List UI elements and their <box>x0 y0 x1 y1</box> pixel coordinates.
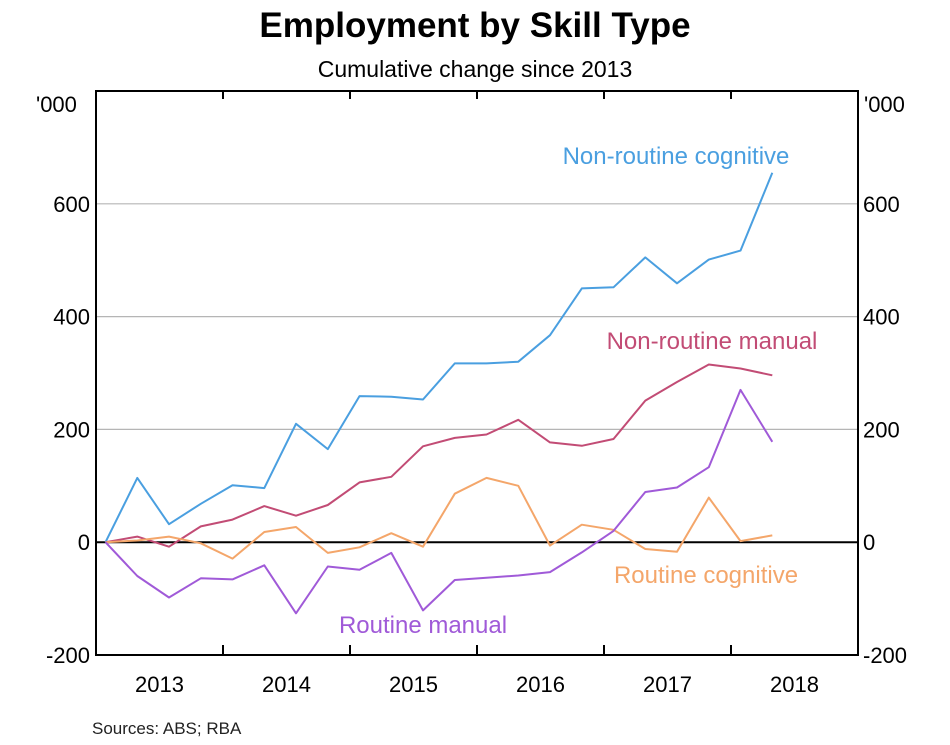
y-unit-right: '000 <box>864 92 905 117</box>
x-period-dividers <box>222 91 732 655</box>
x-tick-label: 2018 <box>770 672 819 697</box>
label-routine-manual: Routine manual <box>339 612 507 639</box>
x-tick-label: 2016 <box>516 672 565 697</box>
y-axis-left: -200 0 200 400 600 <box>46 192 90 668</box>
y-tick-label-left: 400 <box>53 305 90 330</box>
series-line-non-routine-manual <box>105 363 773 548</box>
x-tick-label: 2013 <box>135 672 184 697</box>
y-tick-label-right: 0 <box>863 530 875 555</box>
x-tick-label: 2015 <box>389 672 438 697</box>
y-tick-label-right: 600 <box>863 192 900 217</box>
y-tick-label-left: 200 <box>53 417 90 442</box>
chart-title: Employment by Skill Type <box>259 6 690 45</box>
label-routine-cognitive: Routine cognitive <box>614 562 798 589</box>
x-axis: 2013 2014 2015 2016 2017 2018 <box>135 672 819 697</box>
x-tick-label: 2014 <box>262 672 311 697</box>
y-tick-label-right: -200 <box>863 643 907 668</box>
y-axis-right: -200 0 200 400 600 <box>863 192 907 668</box>
y-tick-label-right: 200 <box>863 417 900 442</box>
label-non-routine-cognitive: Non-routine cognitive <box>563 143 790 170</box>
y-tick-label-left: 600 <box>53 192 90 217</box>
y-tick-label-left: -200 <box>46 643 90 668</box>
plot-frame <box>95 90 859 656</box>
y-tick-label-right: 400 <box>863 305 900 330</box>
series-lines <box>104 172 774 615</box>
series-line-routine-manual <box>104 388 774 615</box>
series-line-routine-cognitive <box>105 476 773 560</box>
source-note: Sources: ABS; RBA <box>92 719 242 738</box>
y-unit-left: '000 <box>36 92 77 117</box>
label-non-routine-manual: Non-routine manual <box>607 328 818 355</box>
chart-subtitle: Cumulative change since 2013 <box>318 56 633 82</box>
y-tick-label-left: 0 <box>78 530 90 555</box>
series-line-non-routine-cognitive <box>104 172 774 543</box>
x-tick-label: 2017 <box>643 672 692 697</box>
